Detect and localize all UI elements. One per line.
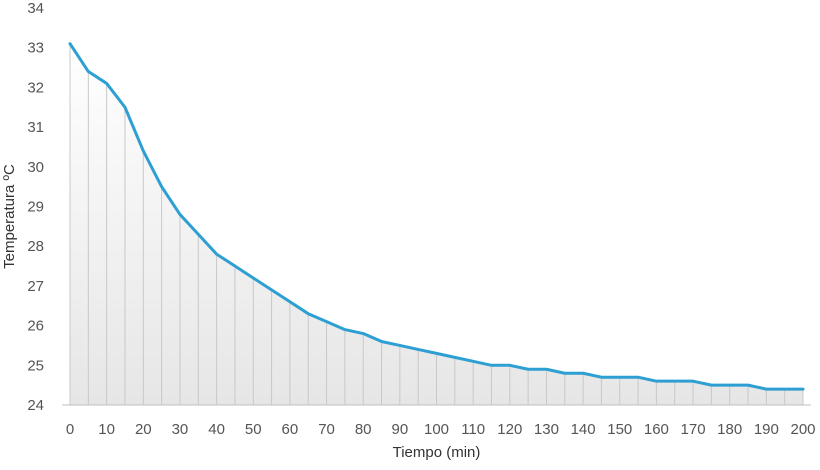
x-tick-label: 0 bbox=[66, 421, 74, 438]
x-tick-label: 160 bbox=[644, 421, 669, 438]
y-tick-label: 25 bbox=[27, 357, 44, 374]
series-line-0 bbox=[68, 42, 805, 391]
x-tick-label: 110 bbox=[461, 421, 485, 438]
y-tick-label: 27 bbox=[27, 278, 44, 295]
x-tick-label: 40 bbox=[208, 421, 225, 438]
x-tick-label: 130 bbox=[534, 421, 559, 438]
x-tick-label: 10 bbox=[98, 421, 115, 438]
x-tick-label: 180 bbox=[717, 421, 742, 438]
x-tick-label: 190 bbox=[754, 421, 779, 438]
series-lines bbox=[68, 42, 805, 391]
y-tick-label: 24 bbox=[27, 397, 44, 414]
x-tick-label: 200 bbox=[790, 421, 815, 438]
tick-labels: 24 25 26 27 28 29 30 31 32 33 34 0 10 20 30 40 50 60 70 80 9… bbox=[27, 0, 815, 438]
x-tick-label: 140 bbox=[571, 421, 596, 438]
x-tick-label: 30 bbox=[172, 421, 189, 438]
y-axis-title: Temperatura ºC bbox=[1, 164, 18, 269]
y-tick-label: 26 bbox=[27, 318, 44, 335]
y-tick-label: 30 bbox=[27, 159, 44, 176]
x-tick-label: 120 bbox=[497, 421, 522, 438]
x-tick-label: 150 bbox=[607, 421, 632, 438]
y-tick-label: 29 bbox=[27, 199, 44, 216]
drop-lines bbox=[69, 43, 804, 405]
x-axis-title: Tiempo (min) bbox=[393, 444, 481, 461]
y-tick-label: 34 bbox=[27, 0, 44, 17]
x-tick-label: 170 bbox=[681, 421, 706, 438]
x-tick-label: 50 bbox=[245, 421, 262, 438]
x-tick-label: 100 bbox=[424, 421, 449, 438]
y-tick-label: 31 bbox=[27, 119, 44, 136]
x-tick-label: 80 bbox=[355, 421, 372, 438]
x-tick-label: 60 bbox=[282, 421, 299, 438]
x-tick-label: 70 bbox=[318, 421, 335, 438]
y-tick-label: 33 bbox=[27, 40, 44, 57]
x-tick-label: 90 bbox=[392, 421, 409, 438]
x-tick-label: 20 bbox=[135, 421, 152, 438]
y-tick-label: 32 bbox=[27, 79, 44, 96]
y-tick-label: 28 bbox=[27, 238, 44, 255]
